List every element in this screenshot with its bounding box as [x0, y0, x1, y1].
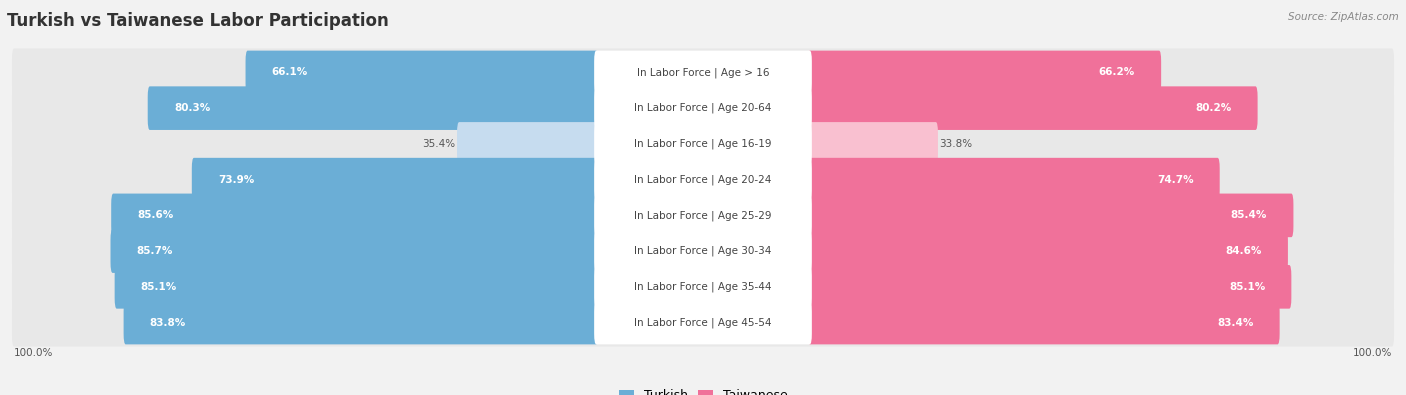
- FancyBboxPatch shape: [807, 194, 1294, 237]
- FancyBboxPatch shape: [13, 299, 1393, 346]
- FancyBboxPatch shape: [246, 51, 599, 94]
- FancyBboxPatch shape: [807, 301, 1279, 344]
- Text: 85.1%: 85.1%: [1229, 282, 1265, 292]
- Text: Turkish vs Taiwanese Labor Participation: Turkish vs Taiwanese Labor Participation: [7, 12, 389, 30]
- Text: 73.9%: 73.9%: [218, 175, 254, 184]
- FancyBboxPatch shape: [807, 51, 1161, 94]
- FancyBboxPatch shape: [595, 194, 811, 237]
- FancyBboxPatch shape: [807, 229, 1288, 273]
- FancyBboxPatch shape: [13, 227, 1393, 275]
- Text: 66.2%: 66.2%: [1098, 68, 1135, 77]
- FancyBboxPatch shape: [13, 120, 1393, 168]
- FancyBboxPatch shape: [148, 87, 599, 130]
- Text: 35.4%: 35.4%: [423, 139, 456, 149]
- Text: 83.4%: 83.4%: [1218, 318, 1254, 327]
- FancyBboxPatch shape: [13, 192, 1393, 239]
- FancyBboxPatch shape: [595, 158, 811, 201]
- Text: 80.2%: 80.2%: [1195, 103, 1232, 113]
- Text: In Labor Force | Age 20-24: In Labor Force | Age 20-24: [634, 174, 772, 185]
- Text: 85.7%: 85.7%: [136, 246, 173, 256]
- Text: 33.8%: 33.8%: [939, 139, 973, 149]
- FancyBboxPatch shape: [13, 156, 1393, 203]
- FancyBboxPatch shape: [457, 122, 599, 166]
- Text: 66.1%: 66.1%: [271, 68, 308, 77]
- Text: 84.6%: 84.6%: [1226, 246, 1261, 256]
- Text: 74.7%: 74.7%: [1157, 175, 1194, 184]
- Text: In Labor Force | Age > 16: In Labor Force | Age > 16: [637, 67, 769, 78]
- FancyBboxPatch shape: [595, 301, 811, 344]
- Text: 100.0%: 100.0%: [1353, 348, 1392, 357]
- Text: 85.6%: 85.6%: [138, 211, 173, 220]
- FancyBboxPatch shape: [595, 229, 811, 273]
- Text: 100.0%: 100.0%: [14, 348, 53, 357]
- FancyBboxPatch shape: [807, 122, 938, 166]
- FancyBboxPatch shape: [807, 87, 1257, 130]
- Text: Source: ZipAtlas.com: Source: ZipAtlas.com: [1288, 12, 1399, 22]
- FancyBboxPatch shape: [13, 263, 1393, 311]
- FancyBboxPatch shape: [807, 158, 1220, 201]
- FancyBboxPatch shape: [111, 194, 599, 237]
- Text: 85.1%: 85.1%: [141, 282, 177, 292]
- Text: In Labor Force | Age 16-19: In Labor Force | Age 16-19: [634, 139, 772, 149]
- FancyBboxPatch shape: [13, 49, 1393, 96]
- FancyBboxPatch shape: [115, 265, 599, 308]
- Text: In Labor Force | Age 20-64: In Labor Force | Age 20-64: [634, 103, 772, 113]
- FancyBboxPatch shape: [807, 265, 1291, 308]
- FancyBboxPatch shape: [595, 265, 811, 308]
- Text: In Labor Force | Age 45-54: In Labor Force | Age 45-54: [634, 317, 772, 328]
- FancyBboxPatch shape: [595, 87, 811, 130]
- Text: In Labor Force | Age 25-29: In Labor Force | Age 25-29: [634, 210, 772, 221]
- Text: 85.4%: 85.4%: [1230, 211, 1267, 220]
- FancyBboxPatch shape: [124, 301, 599, 344]
- Text: 83.8%: 83.8%: [150, 318, 186, 327]
- FancyBboxPatch shape: [191, 158, 599, 201]
- Text: In Labor Force | Age 35-44: In Labor Force | Age 35-44: [634, 282, 772, 292]
- Text: 80.3%: 80.3%: [174, 103, 209, 113]
- Legend: Turkish, Taiwanese: Turkish, Taiwanese: [613, 384, 793, 395]
- FancyBboxPatch shape: [13, 84, 1393, 132]
- FancyBboxPatch shape: [111, 229, 599, 273]
- FancyBboxPatch shape: [595, 122, 811, 166]
- Text: In Labor Force | Age 30-34: In Labor Force | Age 30-34: [634, 246, 772, 256]
- FancyBboxPatch shape: [595, 51, 811, 94]
